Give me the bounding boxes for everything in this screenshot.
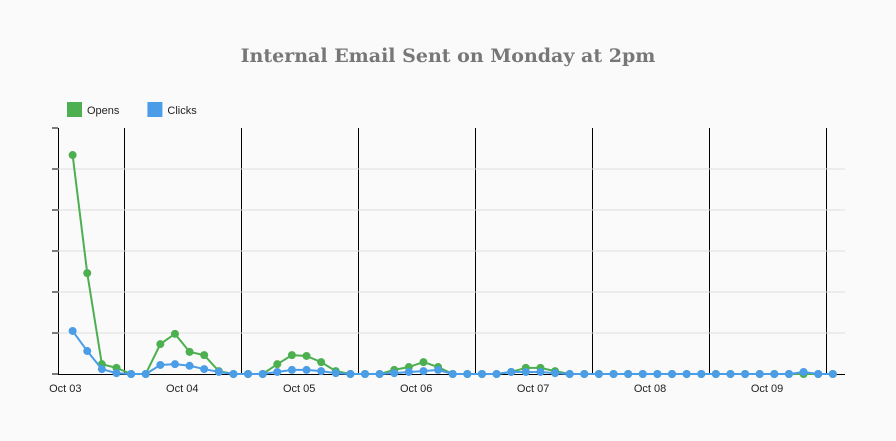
data-point <box>580 370 589 378</box>
data-point <box>375 370 384 378</box>
data-point <box>244 370 253 378</box>
data-point <box>536 367 545 376</box>
data-point <box>170 329 179 338</box>
data-point <box>127 370 136 378</box>
legend-swatch <box>147 102 163 117</box>
data-point <box>273 367 282 376</box>
data-point <box>697 370 706 378</box>
data-point <box>112 369 121 378</box>
data-point <box>419 358 428 367</box>
data-point <box>317 358 326 367</box>
data-point <box>302 365 311 374</box>
data-point <box>200 365 209 374</box>
data-point <box>156 360 165 369</box>
data-point <box>784 370 793 378</box>
data-point <box>258 370 267 378</box>
data-point <box>653 370 662 378</box>
x-tick-label: Oct 05 <box>283 383 315 395</box>
series-line <box>71 154 833 375</box>
data-point <box>565 370 574 378</box>
x-tick-label: Oct 07 <box>517 383 549 395</box>
data-point <box>287 351 296 360</box>
data-point <box>302 351 311 360</box>
data-point <box>551 369 560 378</box>
data-point <box>726 370 735 378</box>
data-point <box>594 370 603 378</box>
data-point <box>273 360 282 369</box>
data-point <box>361 370 370 378</box>
data-point <box>434 365 443 374</box>
data-point <box>741 370 750 378</box>
data-point <box>141 370 150 378</box>
data-point <box>814 370 823 378</box>
data-point <box>668 370 677 378</box>
legend-label: Clicks <box>167 105 197 117</box>
data-point <box>287 365 296 374</box>
x-tick-label: Oct 06 <box>400 383 432 395</box>
legend-label: Opens <box>87 105 120 117</box>
data-point <box>185 361 194 370</box>
data-point <box>214 367 223 376</box>
data-point <box>624 370 633 378</box>
data-point <box>317 367 326 376</box>
data-point <box>492 370 501 378</box>
data-point <box>770 370 779 378</box>
data-point <box>346 370 355 378</box>
chart-title: Internal Email Sent on Monday at 2pm <box>241 45 656 67</box>
data-point <box>229 370 238 378</box>
data-point <box>477 370 486 378</box>
data-point <box>682 370 691 378</box>
data-point <box>170 360 179 369</box>
data-point <box>97 365 106 374</box>
data-point <box>156 340 165 349</box>
data-point <box>828 370 837 378</box>
data-point <box>390 369 399 378</box>
data-point <box>404 367 413 376</box>
legend-swatch <box>67 102 82 117</box>
data-point <box>83 269 92 278</box>
data-point <box>185 347 194 356</box>
data-point <box>68 326 77 335</box>
data-point <box>638 370 647 378</box>
data-point <box>609 370 618 378</box>
data-point <box>200 351 209 360</box>
x-tick-label: Oct 03 <box>49 383 81 395</box>
data-point <box>507 367 516 376</box>
data-point <box>68 151 77 160</box>
x-tick-label: Oct 04 <box>166 383 198 395</box>
data-point <box>799 367 808 376</box>
data-point <box>463 370 472 378</box>
data-point <box>419 367 428 376</box>
data-point <box>448 370 457 378</box>
data-point <box>755 370 764 378</box>
data-point <box>711 370 720 378</box>
data-point <box>331 369 340 378</box>
data-point <box>521 367 530 376</box>
x-tick-label: Oct 08 <box>634 383 666 395</box>
data-point <box>83 347 92 356</box>
x-tick-label: Oct 09 <box>751 383 783 395</box>
